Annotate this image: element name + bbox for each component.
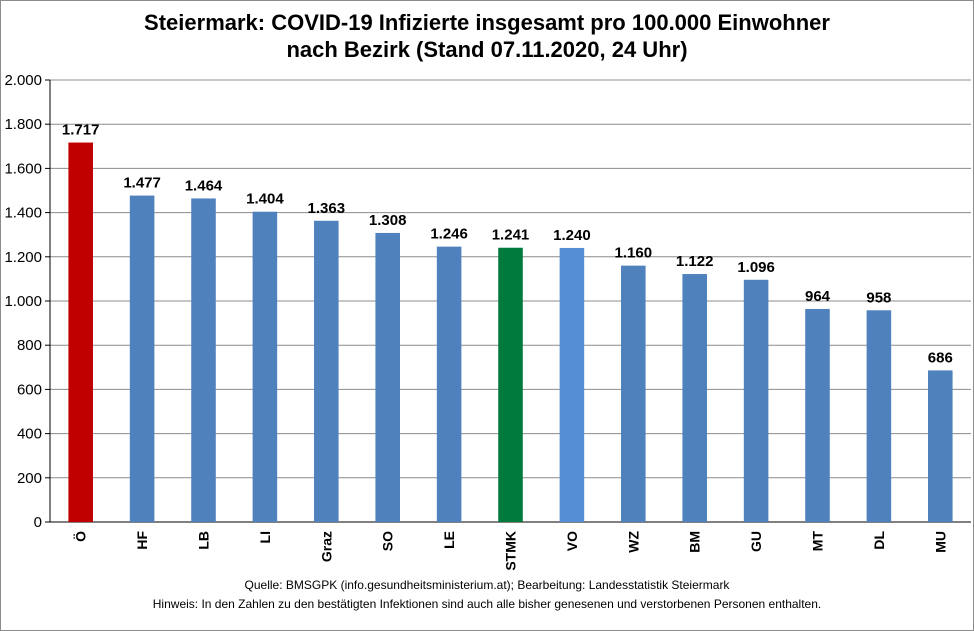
bar (928, 370, 953, 522)
x-tick-label: LB (196, 531, 212, 550)
bar (498, 247, 523, 522)
bar (314, 220, 339, 523)
bar (129, 195, 155, 522)
x-tick-label: STMK (503, 531, 519, 571)
source-note: Quelle: BMSGPK (info.gesundheitsminister… (244, 578, 730, 592)
y-tick-label: 600 (17, 381, 42, 398)
x-tick-label: DL (871, 531, 887, 550)
bar (743, 279, 769, 522)
data-label: 686 (928, 349, 953, 366)
chart-title: Steiermark: COVID-19 Infizierte insgesam… (0, 9, 974, 63)
data-label: 1.246 (430, 226, 468, 243)
y-tick-label: 1.400 (4, 205, 42, 222)
data-label: 1.363 (308, 200, 346, 217)
data-label: 958 (866, 289, 891, 306)
y-tick-label: 1.000 (4, 293, 42, 310)
bar (682, 274, 707, 522)
y-tick-label: 800 (17, 337, 42, 354)
x-tick-label: LI (257, 531, 273, 543)
x-tick-label: GU (748, 531, 764, 552)
data-label: 1.464 (185, 177, 223, 194)
x-tick-label: Ö (73, 531, 89, 542)
bar (252, 211, 278, 522)
chart-title-line-2: nach Bezirk (Stand 07.11.2020, 24 Uhr) (286, 37, 688, 62)
data-label: 1.122 (676, 253, 714, 270)
chart-title-line-1: Steiermark: COVID-19 Infizierte insgesam… (144, 10, 830, 35)
y-tick-label: 0 (34, 514, 42, 531)
x-tick-label: MT (810, 531, 826, 552)
y-tick-label: 1.200 (4, 249, 42, 266)
hint-note: Hinweis: In den Zahlen zu den bestätigte… (152, 597, 822, 611)
data-label: 1.308 (369, 212, 407, 229)
bar (559, 247, 585, 522)
x-tick-label: WZ (625, 531, 641, 553)
bar (805, 308, 830, 522)
y-tick-label: 2.000 (4, 72, 42, 89)
y-tick-label: 1.600 (4, 160, 42, 177)
bar (436, 246, 462, 522)
data-label: 1.240 (553, 227, 591, 244)
y-tick-label: 400 (17, 426, 42, 443)
data-label: 1.477 (123, 175, 161, 192)
x-tick-label: MU (932, 531, 948, 553)
x-tick-labels: Ö HF LB LI Graz SO LE STMK VO WZ BM GU MT DL MU (73, 531, 949, 571)
bar (621, 265, 646, 522)
bar (866, 310, 892, 522)
x-tick-label: LE (441, 531, 457, 549)
data-label: 1.160 (615, 245, 653, 262)
data-label: 1.717 (62, 122, 100, 139)
bar (68, 142, 93, 522)
data-label: 1.241 (492, 227, 530, 244)
x-tick-label: BM (687, 531, 703, 553)
data-label: 1.096 (737, 259, 775, 276)
y-tick-label: 200 (17, 470, 42, 487)
data-label: 964 (805, 288, 831, 305)
y-tick-label: 1.800 (4, 116, 42, 133)
x-tick-label: VO (564, 531, 580, 551)
x-tick-label: Graz (318, 531, 334, 562)
y-tick-labels: 0 200 400 600 800 1.000 1.200 1.400 1.600 1.800 2.… (4, 72, 42, 531)
x-tick-label: HF (134, 531, 150, 550)
bars (68, 142, 953, 523)
bar (191, 198, 216, 522)
bar (375, 232, 400, 522)
data-labels: 1.717 1.477 1.464 1.404 1.363 1.308 1.246 1.241… (62, 122, 953, 367)
data-label: 1.404 (246, 191, 284, 208)
x-tick-label: SO (380, 531, 396, 551)
